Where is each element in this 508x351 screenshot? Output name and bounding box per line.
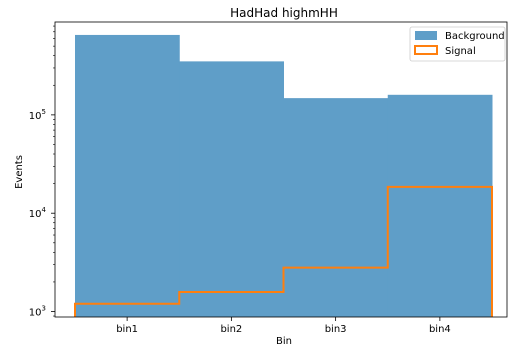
background-bar-bin3 — [283, 98, 389, 317]
y-tick-label: 104 — [29, 206, 47, 220]
x-tick-label-bin4: bin4 — [429, 324, 451, 335]
legend-background-label: Background — [445, 31, 505, 42]
signal-step-line — [74, 185, 493, 317]
x-axis-label: Bin — [276, 336, 292, 347]
legend-signal-swatch — [414, 45, 438, 55]
x-axis-ticks: bin1 bin2 bin3 bin4 — [116, 317, 451, 335]
x-tick-label-bin1: bin1 — [116, 324, 138, 335]
background-series — [75, 34, 493, 318]
legend: Background Signal — [409, 26, 506, 62]
background-bar-bin4 — [387, 94, 493, 317]
legend-background-swatch — [415, 31, 437, 40]
background-bar-bin1 — [75, 34, 180, 317]
background-bar-bin2 — [179, 61, 284, 318]
x-tick-label-bin3: bin3 — [325, 324, 347, 335]
axes-frame — [54, 21, 508, 318]
y-axis-ticks: 103 104 105 — [29, 25, 55, 319]
chart-title: HadHad highmHH — [230, 6, 338, 20]
y-tick-label: 103 — [29, 305, 46, 319]
x-tick-label-bin2: bin2 — [220, 324, 242, 335]
y-tick-label: 105 — [29, 108, 46, 122]
y-axis-label: Events — [14, 155, 25, 189]
legend-signal-label: Signal — [445, 46, 476, 57]
plot-area — [54, 21, 508, 318]
